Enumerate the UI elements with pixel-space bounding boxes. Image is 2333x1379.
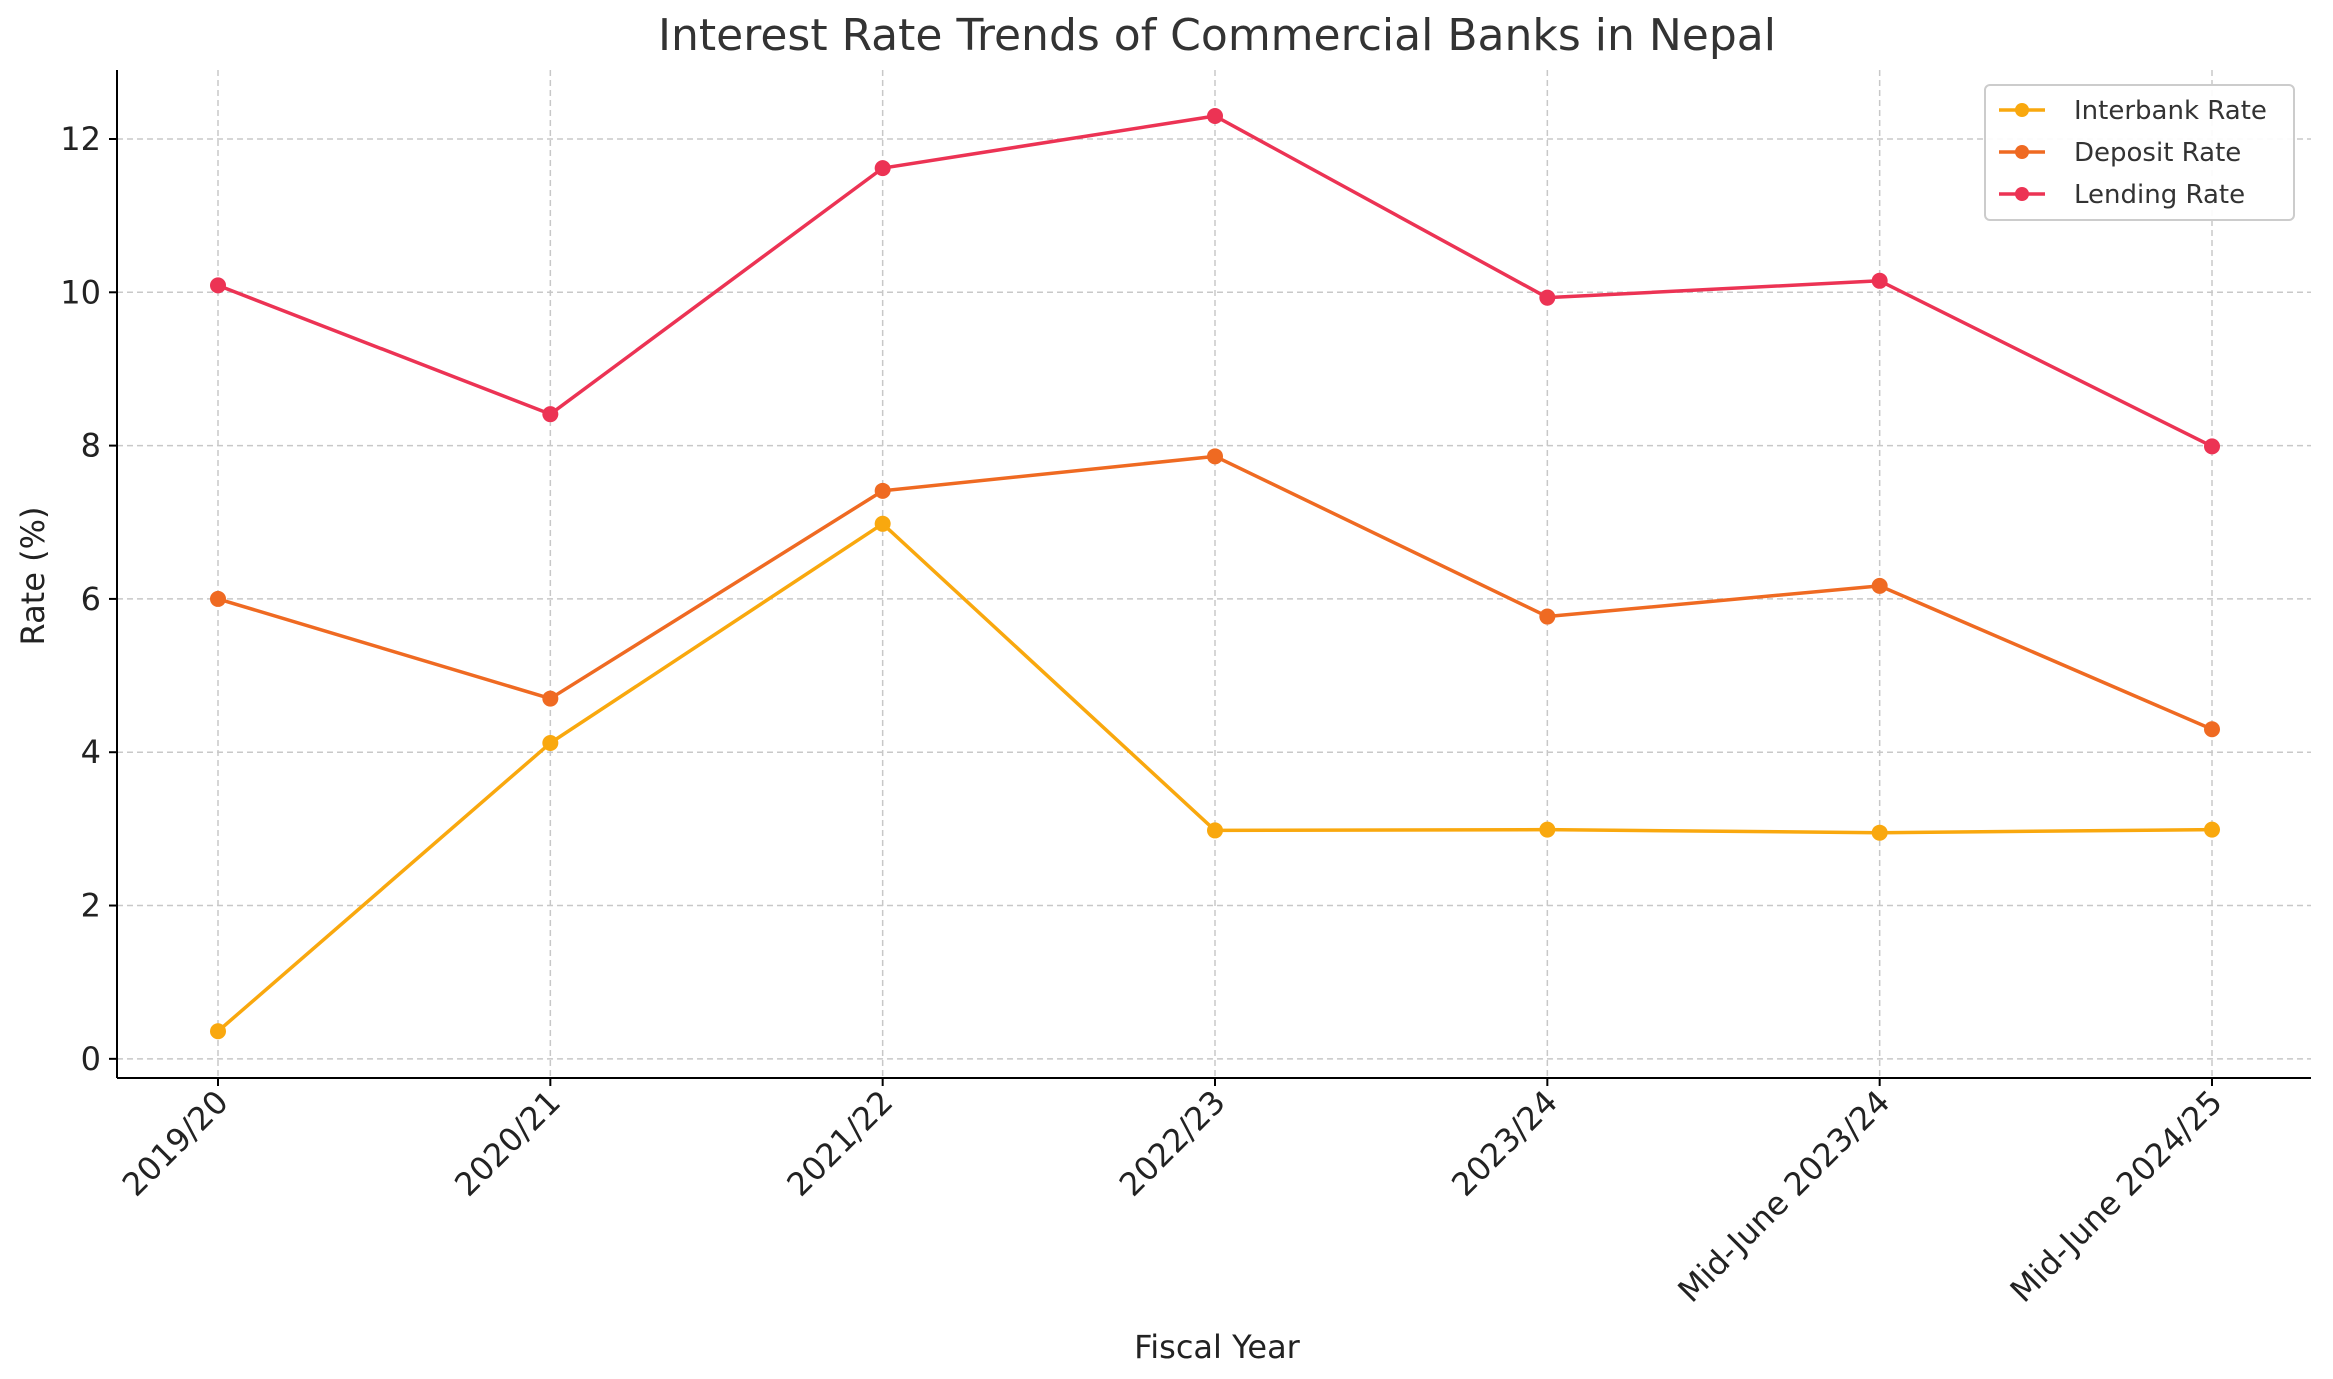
legend-frame	[1984, 84, 2295, 221]
y-tick-label: 12	[60, 120, 101, 158]
series-group	[210, 107, 2220, 455]
x-tick-label: 2019/20	[115, 1083, 236, 1204]
legend-label: Lending Rate	[2074, 180, 2245, 210]
y-tick-label: 8	[81, 427, 101, 465]
series-group	[210, 448, 2220, 738]
data-point	[1207, 448, 1223, 465]
data-point	[210, 277, 226, 294]
legend: Interbank Rate Deposit Rate Lending Rate	[1984, 84, 2295, 221]
x-tick-label: 2023/24	[1444, 1083, 1565, 1204]
data-point	[874, 160, 891, 177]
y-tick-label: 2	[81, 887, 101, 925]
data-point	[1871, 272, 1888, 289]
chart-title: Interest Rate Trends of Commercial Banks…	[658, 10, 1776, 61]
legend-label: Interbank Rate	[2074, 96, 2267, 126]
data-point	[542, 406, 559, 423]
data-point	[2204, 721, 2220, 738]
data-point	[1539, 821, 1556, 838]
data-point	[1871, 577, 1888, 594]
legend-label: Deposit Rate	[2074, 138, 2241, 168]
legend-marker-swatch	[2015, 145, 2029, 159]
data-point	[1207, 107, 1223, 124]
series-group	[210, 515, 2220, 1040]
x-tick-label: 2021/22	[779, 1083, 900, 1204]
data-point	[1539, 608, 1556, 625]
data-point	[1539, 289, 1556, 306]
grid	[117, 70, 2311, 1078]
data-point	[210, 590, 226, 607]
plot-series	[210, 107, 2220, 1040]
data-point	[542, 735, 559, 752]
data-point	[210, 1023, 226, 1040]
legend-item: Lending Rate	[1999, 180, 2245, 210]
data-point	[874, 515, 891, 532]
x-tick-label: Mid-June 2023/24	[1670, 1083, 1897, 1310]
data-point	[2204, 438, 2220, 455]
legend-item: Interbank Rate	[1999, 96, 2267, 126]
y-tick-label: 6	[81, 580, 101, 618]
legend-marker-swatch	[2015, 187, 2029, 201]
x-tick-label: 2022/23	[1112, 1083, 1233, 1204]
data-point	[874, 482, 891, 499]
y-tick-label: 4	[81, 733, 101, 771]
y-axis-title: Rate (%)	[14, 507, 52, 646]
legend-item: Deposit Rate	[1999, 138, 2241, 168]
y-tick-label: 10	[60, 273, 101, 311]
x-axis-title: Fiscal Year	[1134, 1328, 1301, 1366]
x-tick-label: Mid-June 2024/25	[2003, 1083, 2230, 1310]
data-point	[542, 690, 559, 707]
data-point	[1871, 824, 1888, 841]
y-tick-label: 0	[81, 1040, 101, 1078]
axes: 0 2 4 6 8 10 12 2019/20 2020/21 2021/22 2022/23 202…	[60, 70, 2311, 1310]
x-tick-label: 2020/21	[447, 1083, 568, 1204]
legend-marker-swatch	[2015, 103, 2029, 117]
data-point	[1207, 822, 1223, 839]
data-point	[2204, 821, 2220, 838]
